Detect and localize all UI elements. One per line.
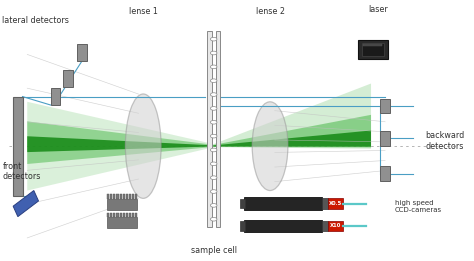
Polygon shape: [13, 191, 38, 217]
Text: front
detectors: front detectors: [2, 162, 41, 181]
Bar: [322, 198, 328, 209]
Polygon shape: [27, 102, 214, 191]
Bar: [110, 213, 112, 217]
Circle shape: [210, 120, 217, 124]
Bar: [117, 194, 118, 199]
Bar: [381, 167, 390, 181]
Bar: [117, 213, 118, 217]
Bar: [107, 194, 109, 199]
Circle shape: [210, 37, 217, 41]
Ellipse shape: [252, 102, 288, 191]
Bar: [107, 199, 137, 210]
Circle shape: [210, 204, 217, 207]
Text: laser: laser: [368, 5, 388, 14]
Circle shape: [210, 51, 217, 55]
Bar: [51, 88, 60, 105]
Bar: [126, 194, 128, 199]
Circle shape: [210, 106, 217, 110]
Bar: [135, 194, 137, 199]
Circle shape: [210, 79, 217, 82]
Text: lateral detectors: lateral detectors: [2, 16, 69, 25]
Text: lense 2: lense 2: [255, 7, 284, 16]
Circle shape: [210, 176, 217, 180]
Bar: [322, 221, 328, 231]
Text: sample cell: sample cell: [191, 246, 237, 255]
Bar: [113, 194, 116, 199]
Bar: [123, 213, 125, 217]
Bar: [132, 194, 134, 199]
Text: X0.5: X0.5: [329, 201, 342, 206]
Bar: [113, 213, 116, 217]
Bar: [128, 194, 131, 199]
Bar: [110, 194, 112, 199]
Bar: [13, 97, 23, 196]
Bar: [135, 213, 137, 217]
Bar: [328, 198, 343, 209]
Polygon shape: [214, 130, 371, 147]
Bar: [119, 213, 121, 217]
Bar: [126, 213, 128, 217]
Bar: [132, 213, 134, 217]
Circle shape: [210, 162, 217, 166]
Polygon shape: [214, 84, 371, 149]
Polygon shape: [27, 136, 214, 152]
Bar: [328, 221, 343, 231]
Circle shape: [210, 65, 217, 69]
Bar: [128, 213, 131, 217]
Bar: [381, 98, 390, 113]
Polygon shape: [214, 115, 371, 147]
Bar: [358, 40, 388, 59]
Bar: [240, 221, 245, 230]
Circle shape: [210, 148, 217, 152]
Ellipse shape: [126, 94, 161, 198]
Bar: [362, 43, 384, 56]
Circle shape: [210, 134, 217, 138]
Bar: [244, 220, 322, 232]
Bar: [107, 217, 137, 228]
Circle shape: [210, 190, 217, 193]
Text: lense 1: lense 1: [129, 7, 158, 16]
Text: X10: X10: [330, 223, 341, 228]
Bar: [123, 194, 125, 199]
Bar: [381, 131, 390, 146]
Circle shape: [210, 93, 217, 96]
Bar: [64, 70, 73, 87]
Bar: [207, 31, 212, 227]
Bar: [119, 194, 121, 199]
Bar: [244, 197, 322, 210]
Bar: [240, 199, 245, 208]
Bar: [77, 44, 87, 61]
Circle shape: [210, 217, 217, 221]
Bar: [216, 31, 220, 227]
Text: high speed
CCD-cameras: high speed CCD-cameras: [394, 200, 442, 213]
Bar: [107, 213, 109, 217]
Bar: [363, 44, 383, 46]
Polygon shape: [27, 121, 214, 164]
Text: backward
detectors: backward detectors: [425, 131, 464, 151]
